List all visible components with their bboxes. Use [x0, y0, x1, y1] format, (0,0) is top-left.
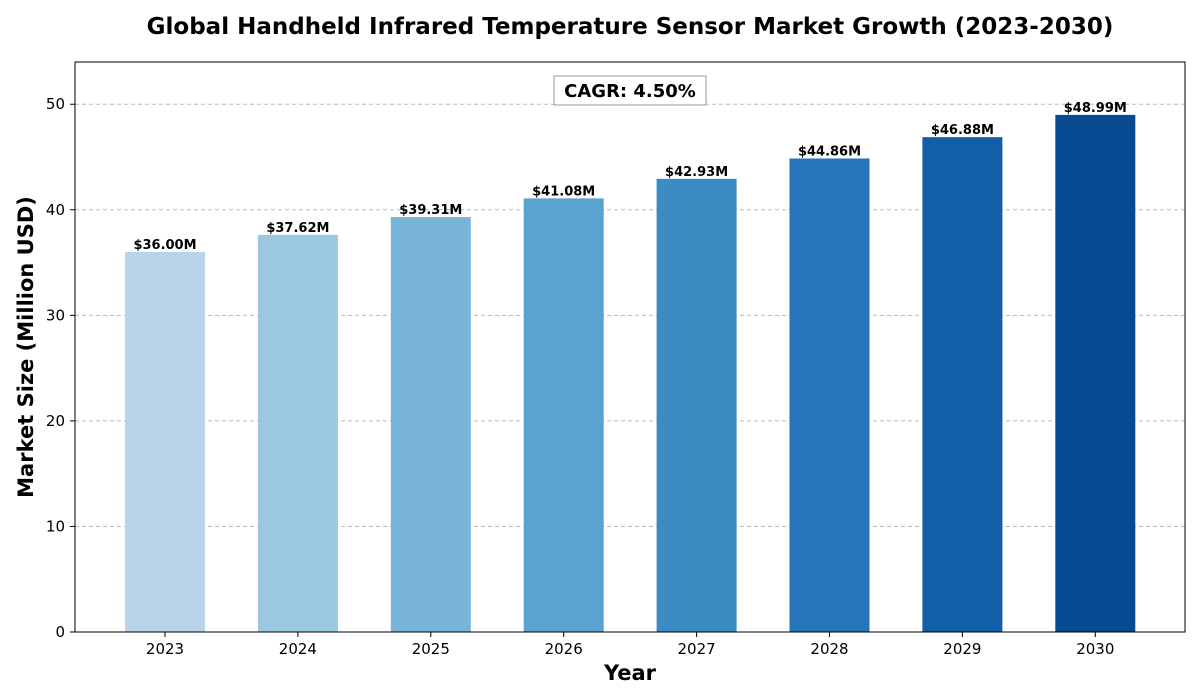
x-axis-ticks: 2023 2024 2025 2026 2027 2028 2029 2030 — [146, 632, 1114, 658]
x-tick-label: 2025 — [412, 640, 450, 658]
x-tick-label: 2027 — [678, 640, 716, 658]
plot-frame — [74, 61, 1186, 633]
x-axis-label: Year — [603, 661, 657, 685]
data-label: $44.86M — [798, 144, 861, 159]
cagr-annotation: CAGR: 4.50% — [553, 75, 707, 106]
data-label: $37.62M — [266, 221, 329, 236]
data-label: $42.93M — [665, 165, 728, 180]
bar-2025 — [390, 217, 471, 633]
y-axis-ticks: 0 10 20 30 40 50 — [46, 95, 75, 641]
data-label: $39.31M — [399, 203, 462, 218]
data-label: $46.88M — [931, 123, 994, 138]
x-tick-label: 2029 — [943, 640, 981, 658]
cagr-box — [553, 75, 707, 106]
y-axis-label: Market Size (Million USD) — [14, 196, 38, 498]
y-tick-label: 0 — [55, 623, 65, 641]
grid-lines — [75, 103, 1185, 527]
bar-2027 — [656, 178, 737, 632]
x-tick-label: 2023 — [146, 640, 184, 658]
bars — [125, 114, 1136, 633]
data-label: $36.00M — [133, 238, 196, 253]
y-tick-label: 40 — [46, 201, 65, 219]
x-tick-label: 2026 — [545, 640, 583, 658]
data-label: $41.08M — [532, 184, 595, 199]
cagr-text: CAGR: 4.50% — [564, 81, 696, 102]
x-tick-label: 2028 — [810, 640, 848, 658]
data-label: $48.99M — [1064, 101, 1127, 116]
bar-2024 — [257, 234, 338, 632]
y-tick-label: 30 — [46, 306, 65, 324]
x-tick-label: 2030 — [1076, 640, 1114, 658]
y-tick-label: 10 — [46, 517, 65, 535]
bar-2026 — [523, 198, 604, 632]
bar-2028 — [789, 158, 870, 632]
bar-2023 — [125, 252, 205, 632]
chart-title: Global Handheld Infrared Temperature Sen… — [147, 14, 1114, 40]
bar-2030 — [1055, 114, 1136, 633]
y-tick-label: 20 — [46, 412, 65, 430]
x-tick-label: 2024 — [279, 640, 317, 658]
data-labels: $36.00M $37.62M $39.31M $41.08M $42.93M $44.8… — [133, 101, 1126, 253]
y-tick-label: 50 — [46, 95, 65, 113]
bar-2029 — [922, 137, 1003, 632]
